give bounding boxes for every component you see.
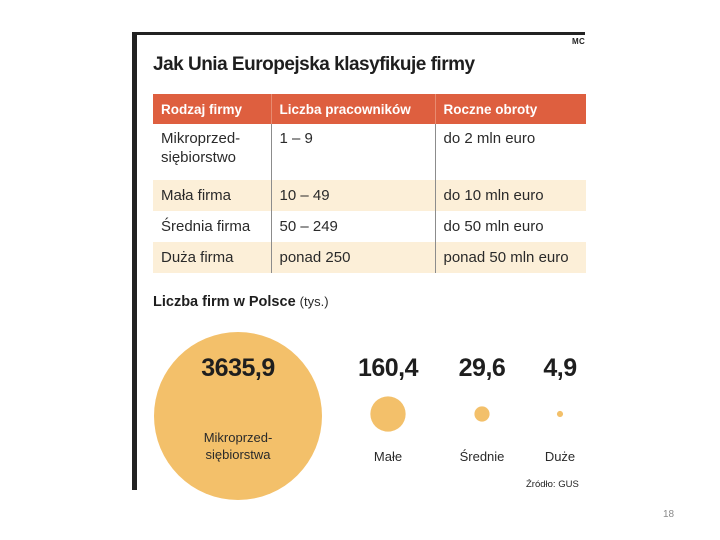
cell-employee-count: 50 – 249: [270, 211, 435, 242]
table-row: Duża firma ponad 250 ponad 50 mln euro: [153, 242, 586, 273]
cell-company-type: Mała firma: [153, 180, 271, 211]
cell-annual-turnover: do 50 mln euro: [434, 211, 586, 242]
bubble-2: [474, 406, 490, 422]
table-row: Mikroprzed- siębiorstwo 1 – 9 do 2 mln e…: [153, 124, 586, 180]
category-label-2: Średnie: [460, 449, 505, 464]
cell-employee-count: 1 – 9: [270, 124, 435, 180]
author-initials: MC: [572, 37, 586, 46]
cell-company-type: Średnia firma: [153, 211, 271, 242]
header-employee-count: Liczba pracowników: [270, 94, 435, 124]
bubble-3: [556, 410, 564, 418]
value-label-1: 160,4: [358, 354, 419, 382]
cell-text: Mikroprzed- siębiorstwo: [161, 130, 241, 166]
table-row: Średnia firma 50 – 249 do 50 mln euro: [153, 211, 586, 242]
cell-annual-turnover: ponad 50 mln euro: [434, 242, 586, 273]
bubble-0: [154, 332, 322, 500]
value-label-0: 3635,9: [201, 354, 274, 382]
category-label-3: Duże: [545, 449, 575, 464]
bubble-1: [370, 396, 406, 432]
cell-company-type: Duża firma: [153, 242, 271, 273]
frame-top-rule: [132, 32, 585, 35]
cell-company-type: Mikroprzed- siębiorstwo: [153, 124, 271, 180]
category-label-1: Małe: [374, 449, 402, 464]
value-label-3: 4,9: [543, 354, 576, 382]
chart-title: Liczba firm w Polsce: [153, 294, 296, 310]
value-label-2: 29,6: [459, 354, 506, 382]
cell-annual-turnover: do 10 mln euro: [434, 180, 586, 211]
chart-subtitle: Liczba firm w Polsce (tys.): [153, 294, 329, 310]
bubble-chart: 3635,9 Mikroprzed-siębiorstwa 160,4 Małe 29,…: [154, 332, 577, 500]
table-header-row: Rodzaj firmy Liczba pracowników Roczne o…: [153, 94, 586, 124]
category-label-0: Mikroprzed-siębiorstwa: [204, 430, 273, 462]
header-company-type: Rodzaj firmy: [153, 94, 271, 124]
infographic-title: Jak Unia Europejska klasyfikuje firmy: [153, 54, 475, 75]
cell-annual-turnover: do 2 mln euro: [434, 124, 586, 180]
table-row: Mała firma 10 – 49 do 10 mln euro: [153, 180, 586, 211]
frame-left-rule: [132, 32, 137, 490]
source-note: Źródło: GUS: [526, 479, 579, 490]
page-number: 18: [663, 509, 675, 520]
cell-employee-count: ponad 250: [270, 242, 435, 273]
classification-table: Rodzaj firmy Liczba pracowników Roczne o…: [153, 94, 586, 273]
chart-unit: (tys.): [299, 294, 329, 309]
header-annual-turnover: Roczne obroty: [434, 94, 586, 124]
cell-employee-count: 10 – 49: [270, 180, 435, 211]
